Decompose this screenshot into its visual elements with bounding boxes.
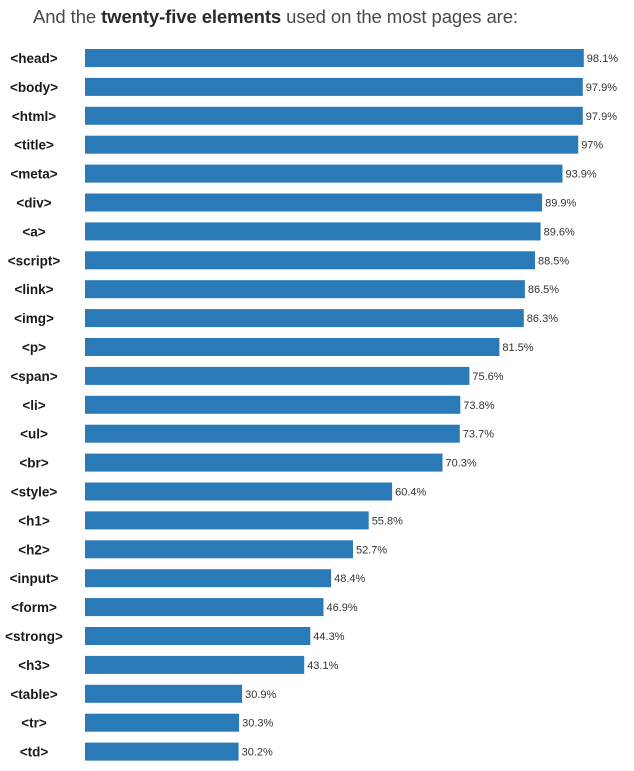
bar-li xyxy=(85,395,461,414)
value-label-h3: 43.1% xyxy=(307,660,338,672)
value-label-img: 86.3% xyxy=(527,313,558,325)
value-label-a: 89.6% xyxy=(544,226,575,238)
category-label-h3: <h3> xyxy=(18,658,50,673)
heading-prefix: And the xyxy=(33,6,102,27)
category-label-form: <form> xyxy=(11,600,57,615)
category-label-td: <td> xyxy=(20,745,49,760)
category-label-strong: <strong> xyxy=(5,629,63,644)
bar-tr xyxy=(85,713,240,732)
bar-h2 xyxy=(85,540,353,559)
value-label-form: 46.9% xyxy=(327,602,358,614)
value-label-ul: 73.7% xyxy=(463,429,494,441)
category-label-ul: <ul> xyxy=(20,427,48,442)
chart-heading: And the twenty-five elements used on the… xyxy=(33,6,518,28)
bar-head xyxy=(85,49,584,67)
category-label-li: <li> xyxy=(22,398,45,413)
value-label-li: 73.8% xyxy=(463,400,494,412)
heading-suffix: used on the most pages are: xyxy=(281,6,518,27)
heading-emphasis: twenty-five elements xyxy=(101,6,282,27)
category-label-title: <title> xyxy=(14,138,54,153)
bar-link xyxy=(85,280,525,299)
value-label-style: 60.4% xyxy=(395,487,426,499)
category-label-script: <script> xyxy=(8,253,61,268)
bar-script xyxy=(85,251,535,270)
category-label-h2: <h2> xyxy=(18,542,50,557)
category-label-table: <table> xyxy=(10,687,57,702)
category-label-style: <style> xyxy=(11,485,58,500)
bar-ul xyxy=(85,424,460,443)
bar-body xyxy=(85,77,583,96)
bar-title xyxy=(85,135,579,154)
category-label-img: <img> xyxy=(14,311,54,326)
bar-table xyxy=(85,684,243,703)
bar-td xyxy=(85,742,239,761)
category-label-html: <html> xyxy=(12,109,56,124)
bar-br xyxy=(85,453,443,472)
category-label-a: <a> xyxy=(22,224,45,239)
value-label-title: 97% xyxy=(581,140,603,152)
value-label-input: 48.4% xyxy=(334,573,365,585)
value-label-h2: 52.7% xyxy=(356,544,387,556)
value-label-body: 97.9% xyxy=(586,82,617,94)
value-label-span: 75.6% xyxy=(472,371,503,383)
value-label-br: 70.3% xyxy=(446,458,477,470)
bar-p xyxy=(85,338,500,356)
category-label-input: <input> xyxy=(10,571,59,586)
value-label-meta: 93.9% xyxy=(566,169,597,181)
category-label-link: <link> xyxy=(14,282,53,297)
value-label-h1: 55.8% xyxy=(372,515,403,527)
category-label-span: <span> xyxy=(10,369,57,384)
value-label-table: 30.9% xyxy=(245,689,276,701)
bar-a xyxy=(85,222,541,241)
value-label-script: 88.5% xyxy=(538,255,569,267)
bar-form xyxy=(85,598,324,617)
category-label-br: <br> xyxy=(19,456,48,471)
category-label-p: <p> xyxy=(22,340,46,355)
value-label-div: 89.9% xyxy=(545,198,576,210)
category-label-tr: <tr> xyxy=(21,716,47,731)
category-label-div: <div> xyxy=(16,196,51,211)
bar-input xyxy=(85,569,332,588)
bar-h1 xyxy=(85,511,369,530)
bar-strong xyxy=(85,627,311,645)
bar-div xyxy=(85,193,543,212)
bar-style xyxy=(85,482,393,501)
value-label-p: 81.5% xyxy=(502,342,533,354)
bar-h3 xyxy=(85,655,305,674)
category-label-body: <body> xyxy=(10,80,58,95)
value-label-td: 30.2% xyxy=(242,747,273,759)
value-label-head: 98.1% xyxy=(587,53,618,65)
value-label-html: 97.9% xyxy=(586,111,617,123)
category-label-head: <head> xyxy=(10,51,57,66)
value-label-link: 86.5% xyxy=(528,284,559,296)
value-label-strong: 44.3% xyxy=(313,631,344,643)
value-label-tr: 30.3% xyxy=(242,718,273,730)
bar-meta xyxy=(85,164,563,183)
category-label-h1: <h1> xyxy=(18,513,50,528)
bar-html xyxy=(85,106,583,125)
bar-img xyxy=(85,309,524,328)
category-label-meta: <meta> xyxy=(10,167,57,182)
bar-span xyxy=(85,366,470,385)
